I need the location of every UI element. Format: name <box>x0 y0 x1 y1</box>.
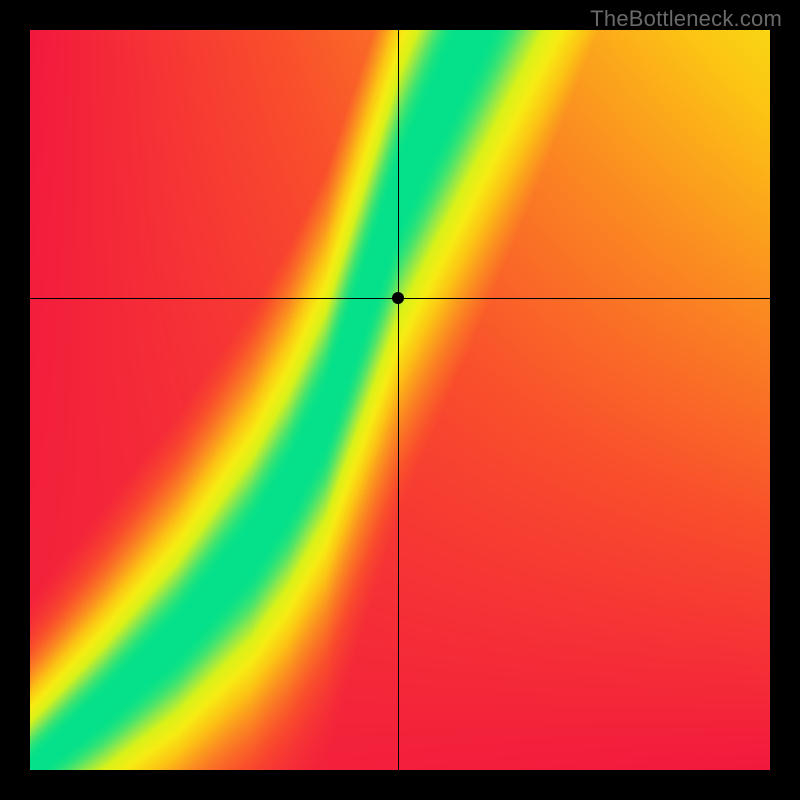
heatmap-canvas <box>30 30 770 770</box>
heatmap-plot <box>30 30 770 770</box>
watermark-text: TheBottleneck.com <box>590 6 782 32</box>
marker-dot <box>392 292 404 304</box>
crosshair-vertical <box>398 30 399 770</box>
